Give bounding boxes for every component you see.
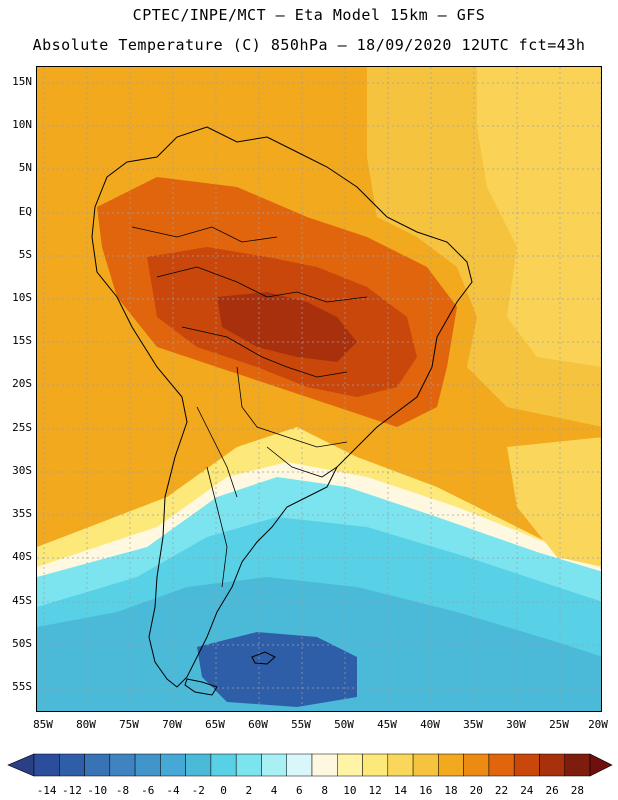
- lon-label-40w: 40W: [420, 718, 440, 731]
- title-line-1: CPTEC/INPE/MCT – Eta Model 15km – GFS: [132, 6, 486, 24]
- lon-label-50w: 50W: [334, 718, 354, 731]
- lat-label-25s: 25S: [12, 421, 32, 434]
- country-borders: [131, 226, 368, 588]
- colorbar-swatch: [337, 753, 363, 777]
- lon-label-65w: 65W: [205, 718, 225, 731]
- lon-label-20w: 20W: [588, 718, 608, 731]
- colorbar-swatch: [185, 753, 212, 777]
- lat-label-5s: 5S: [18, 248, 32, 261]
- temperature-map: [36, 66, 602, 712]
- lon-label-80w: 80W: [76, 718, 96, 731]
- colorbar-swatch: [235, 753, 262, 777]
- lon-label-30w: 30W: [506, 718, 526, 731]
- colorbar-tick-label: -2: [191, 784, 205, 797]
- colorbar-tick-label: 10: [343, 784, 357, 797]
- lat-label-10s: 10S: [12, 291, 32, 304]
- field-continent-26: [217, 292, 357, 362]
- colorbar-swatch: [564, 753, 591, 777]
- lat-label-15n: 15N: [12, 75, 32, 88]
- colorbar-swatch: [261, 753, 287, 777]
- lat-label-eq: EQ: [18, 205, 32, 218]
- lon-label-75w: 75W: [119, 718, 139, 731]
- colorbar-tick-label: 0: [220, 784, 227, 797]
- colorbar-tick-label: 26: [545, 784, 559, 797]
- lat-label-50s: 50S: [12, 637, 32, 650]
- lat-label-15s: 15S: [12, 334, 32, 347]
- colorbar: [7, 753, 613, 777]
- lat-label-55s: 55S: [12, 680, 32, 693]
- colorbar-swatch: [513, 753, 540, 777]
- colorbar-tick-label: 6: [296, 784, 303, 797]
- lon-label-25w: 25W: [549, 718, 569, 731]
- lon-label-55w: 55W: [291, 718, 311, 731]
- lat-label-45s: 45S: [12, 594, 32, 607]
- tierra-del-fuego-outline: [184, 678, 218, 696]
- lon-label-70w: 70W: [162, 718, 182, 731]
- map-field-svg: [37, 67, 601, 711]
- lon-label-45w: 45W: [377, 718, 397, 731]
- colorbar-swatch: [59, 753, 85, 777]
- colorbar-tick-label: 24: [520, 784, 534, 797]
- colorbar-swatch: [387, 753, 414, 777]
- colorbar-tick-label: 18: [444, 784, 458, 797]
- colorbar-swatch: [362, 753, 389, 777]
- colorbar-swatch: [311, 753, 338, 777]
- colorbar-swatch: [210, 753, 237, 777]
- colorbar-tick-label: 14: [393, 784, 408, 797]
- colorbar-tick-label: -8: [115, 784, 130, 797]
- lat-label-35s: 35S: [12, 507, 32, 520]
- colorbar-tick-label: 4: [270, 784, 278, 797]
- colorbar-under-arrow: [7, 753, 35, 777]
- colorbar-swatch: [286, 753, 313, 777]
- colorbar-tick-label: -10: [87, 784, 108, 797]
- colorbar-tick-label: 22: [494, 784, 509, 797]
- colorbar-swatch: [109, 753, 136, 777]
- lat-label-30s: 30S: [12, 464, 32, 477]
- colorbar-tick-label: 16: [419, 784, 433, 797]
- colorbar-tick-label: -12: [61, 784, 82, 797]
- title-line-2: Absolute Temperature (C) 850hPa – 18/09/…: [32, 36, 586, 54]
- colorbar-tick-label: 8: [321, 784, 328, 797]
- colorbar-tick-label: -4: [166, 784, 180, 797]
- colorbar-swatch: [160, 753, 186, 777]
- field-atlantic-16: [477, 67, 601, 367]
- colorbar-swatch: [412, 753, 439, 777]
- lat-label-40s: 40S: [12, 550, 32, 563]
- colorbar-swatch: [438, 753, 464, 777]
- lon-label-35w: 35W: [463, 718, 483, 731]
- colorbar-tick-label: -14: [36, 784, 57, 797]
- colorbar-tick-label: 28: [570, 784, 584, 797]
- lat-label-20s: 20S: [12, 377, 32, 390]
- falklands-outline: [251, 651, 276, 665]
- colorbar-tick-label: -6: [141, 784, 155, 797]
- field-se-atlantic: [507, 437, 601, 567]
- colorbar-tick-label: 12: [368, 784, 382, 797]
- lat-label-10n: 10N: [12, 118, 32, 131]
- colorbar-swatch: [84, 753, 111, 777]
- colorbar-swatch: [33, 753, 60, 777]
- lat-label-5n: 5N: [18, 161, 32, 174]
- lon-label-60w: 60W: [248, 718, 268, 731]
- colorbar-swatch: [134, 753, 161, 777]
- colorbar-swatch: [488, 753, 515, 777]
- colorbar-over-arrow: [589, 753, 613, 777]
- south-america-outline: [91, 126, 473, 688]
- colorbar-swatch: [539, 753, 565, 777]
- colorbar-tick-label: 20: [469, 784, 483, 797]
- colorbar-tick-label: 2: [245, 784, 253, 797]
- colorbar-swatch: [463, 753, 490, 777]
- map-gridlines: [37, 67, 601, 711]
- lon-label-85w: 85W: [33, 718, 53, 731]
